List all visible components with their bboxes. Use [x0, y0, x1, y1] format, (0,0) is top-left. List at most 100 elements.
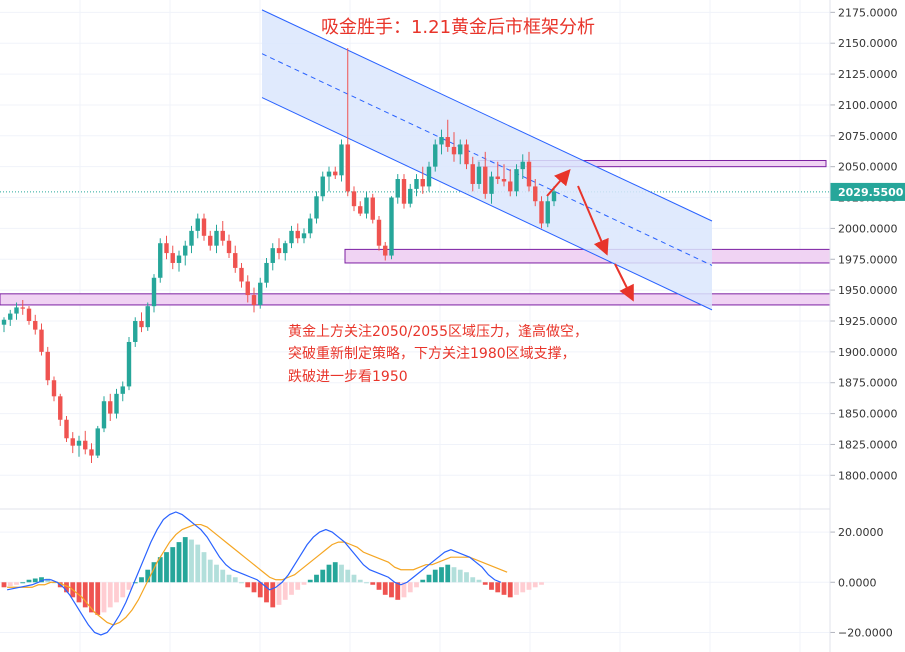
candle-body [508, 181, 513, 192]
price-tick-label: 2075.0000 [838, 130, 898, 143]
candle-body [514, 169, 519, 192]
candle-body [520, 161, 525, 170]
macd-histogram-bar [439, 567, 444, 583]
candle-body [151, 277, 157, 307]
candle-body [70, 438, 75, 446]
candle-body [33, 320, 38, 330]
macd-histogram-bar [201, 552, 207, 583]
candle-body [239, 267, 244, 282]
candle-body [51, 380, 57, 397]
candle-body [301, 233, 307, 239]
candle-body [414, 179, 419, 189]
candle-body [358, 206, 363, 214]
macd-histogram-bar [257, 582, 263, 598]
price-tick-label: 2100.0000 [838, 99, 898, 112]
chart-title: 吸金胜手：1.21黄金后市框架分析 [321, 17, 595, 38]
candle-body [189, 230, 194, 246]
candle-body [308, 218, 313, 234]
annotation-line-3: 跌破进一步看1950 [288, 369, 408, 385]
candle-body [501, 179, 507, 182]
price-tick-label: 1875.0000 [838, 377, 898, 390]
macd-histogram-bar [95, 582, 101, 615]
macd-histogram-bar [339, 564, 344, 583]
macd-pane [1, 511, 544, 636]
candle-body [214, 230, 219, 246]
macd-tick-label: −20.0000 [838, 626, 893, 639]
candle-body [276, 248, 282, 254]
macd-histogram-bar [220, 569, 226, 583]
candle-body [458, 144, 463, 155]
macd-histogram-bar [314, 574, 319, 583]
candle-body [389, 197, 394, 256]
candle-body [376, 219, 382, 246]
candle-body [264, 262, 269, 283]
candle-body [445, 137, 450, 147]
candle-body [208, 235, 213, 246]
macd-histogram-bar [526, 582, 532, 590]
macd-histogram-bar [107, 582, 113, 608]
macd-histogram-bar [182, 537, 188, 583]
macd-histogram-bar [345, 569, 351, 583]
price-tick-label: 1925.0000 [838, 315, 898, 328]
channel-lower-line [261, 97, 713, 311]
candle-body [476, 166, 482, 184]
candle-body [120, 386, 125, 394]
macd-histogram-bar [289, 582, 294, 595]
macd-histogram-bar [539, 582, 544, 585]
candle-body [64, 419, 69, 439]
macd-line [7, 511, 502, 636]
macd-histogram-bar [120, 582, 126, 598]
candle-body [164, 243, 169, 254]
macd-histogram-bar [64, 582, 69, 593]
macd-histogram-bar [407, 582, 413, 593]
current-price-label: 2029.5500 [838, 186, 904, 199]
macd-histogram-bar [457, 569, 463, 583]
macd-histogram-bar [476, 579, 482, 583]
candle-body [1, 319, 7, 325]
candle-body [226, 240, 232, 254]
macd-histogram-bar [76, 582, 82, 603]
price-tick-label: 1900.0000 [838, 346, 898, 359]
price-tick-label: 1850.0000 [838, 408, 898, 421]
macd-histogram-bar [432, 569, 438, 583]
price-tick-label: 1950.0000 [838, 284, 898, 297]
candle-body [270, 248, 275, 263]
candle-body [114, 393, 119, 414]
macd-histogram-bar [139, 577, 144, 583]
candle-body [526, 161, 532, 187]
macd-histogram-bar [170, 547, 176, 583]
macd-histogram-bar [370, 582, 376, 585]
macd-histogram-bar [189, 539, 194, 583]
macd-histogram-bar [45, 578, 51, 583]
candle-body [433, 144, 438, 167]
price-tick-label: 2050.0000 [838, 161, 898, 174]
candle-body [108, 401, 113, 414]
candle-body [176, 255, 182, 263]
macd-histogram-bar [426, 574, 432, 583]
candle-body [170, 253, 175, 263]
candle-body [183, 245, 188, 256]
candle-body [364, 197, 369, 214]
annotation-line-1: 黄金上方关注2050/2055区域压力，逢高做空， [288, 323, 588, 340]
candle-body [101, 401, 107, 429]
macd-histogram-bar [7, 582, 13, 587]
macd-histogram-bar [332, 562, 338, 583]
candle-body [201, 218, 207, 236]
channel-fill [262, 9, 712, 310]
macd-histogram-bar [132, 582, 138, 584]
macd-histogram-bar [357, 579, 363, 583]
macd-histogram-bar [282, 582, 288, 600]
candle-body [95, 428, 100, 456]
candle-body [139, 320, 144, 328]
candle-body [470, 164, 475, 184]
arrows [546, 168, 634, 302]
price-axis: 2175.0000 2150.0000 2125.0000 2100.0000 2075… [830, 6, 905, 639]
macd-histogram-bar [276, 582, 282, 605]
annotation-line-2: 突破重新制定策略，下方关注1980区域支撑， [288, 345, 576, 362]
candle-body [58, 396, 63, 420]
candle-body [464, 144, 469, 165]
macd-histogram-bar [39, 577, 44, 583]
candle-body [195, 218, 200, 231]
channel-upper-line [261, 9, 713, 222]
